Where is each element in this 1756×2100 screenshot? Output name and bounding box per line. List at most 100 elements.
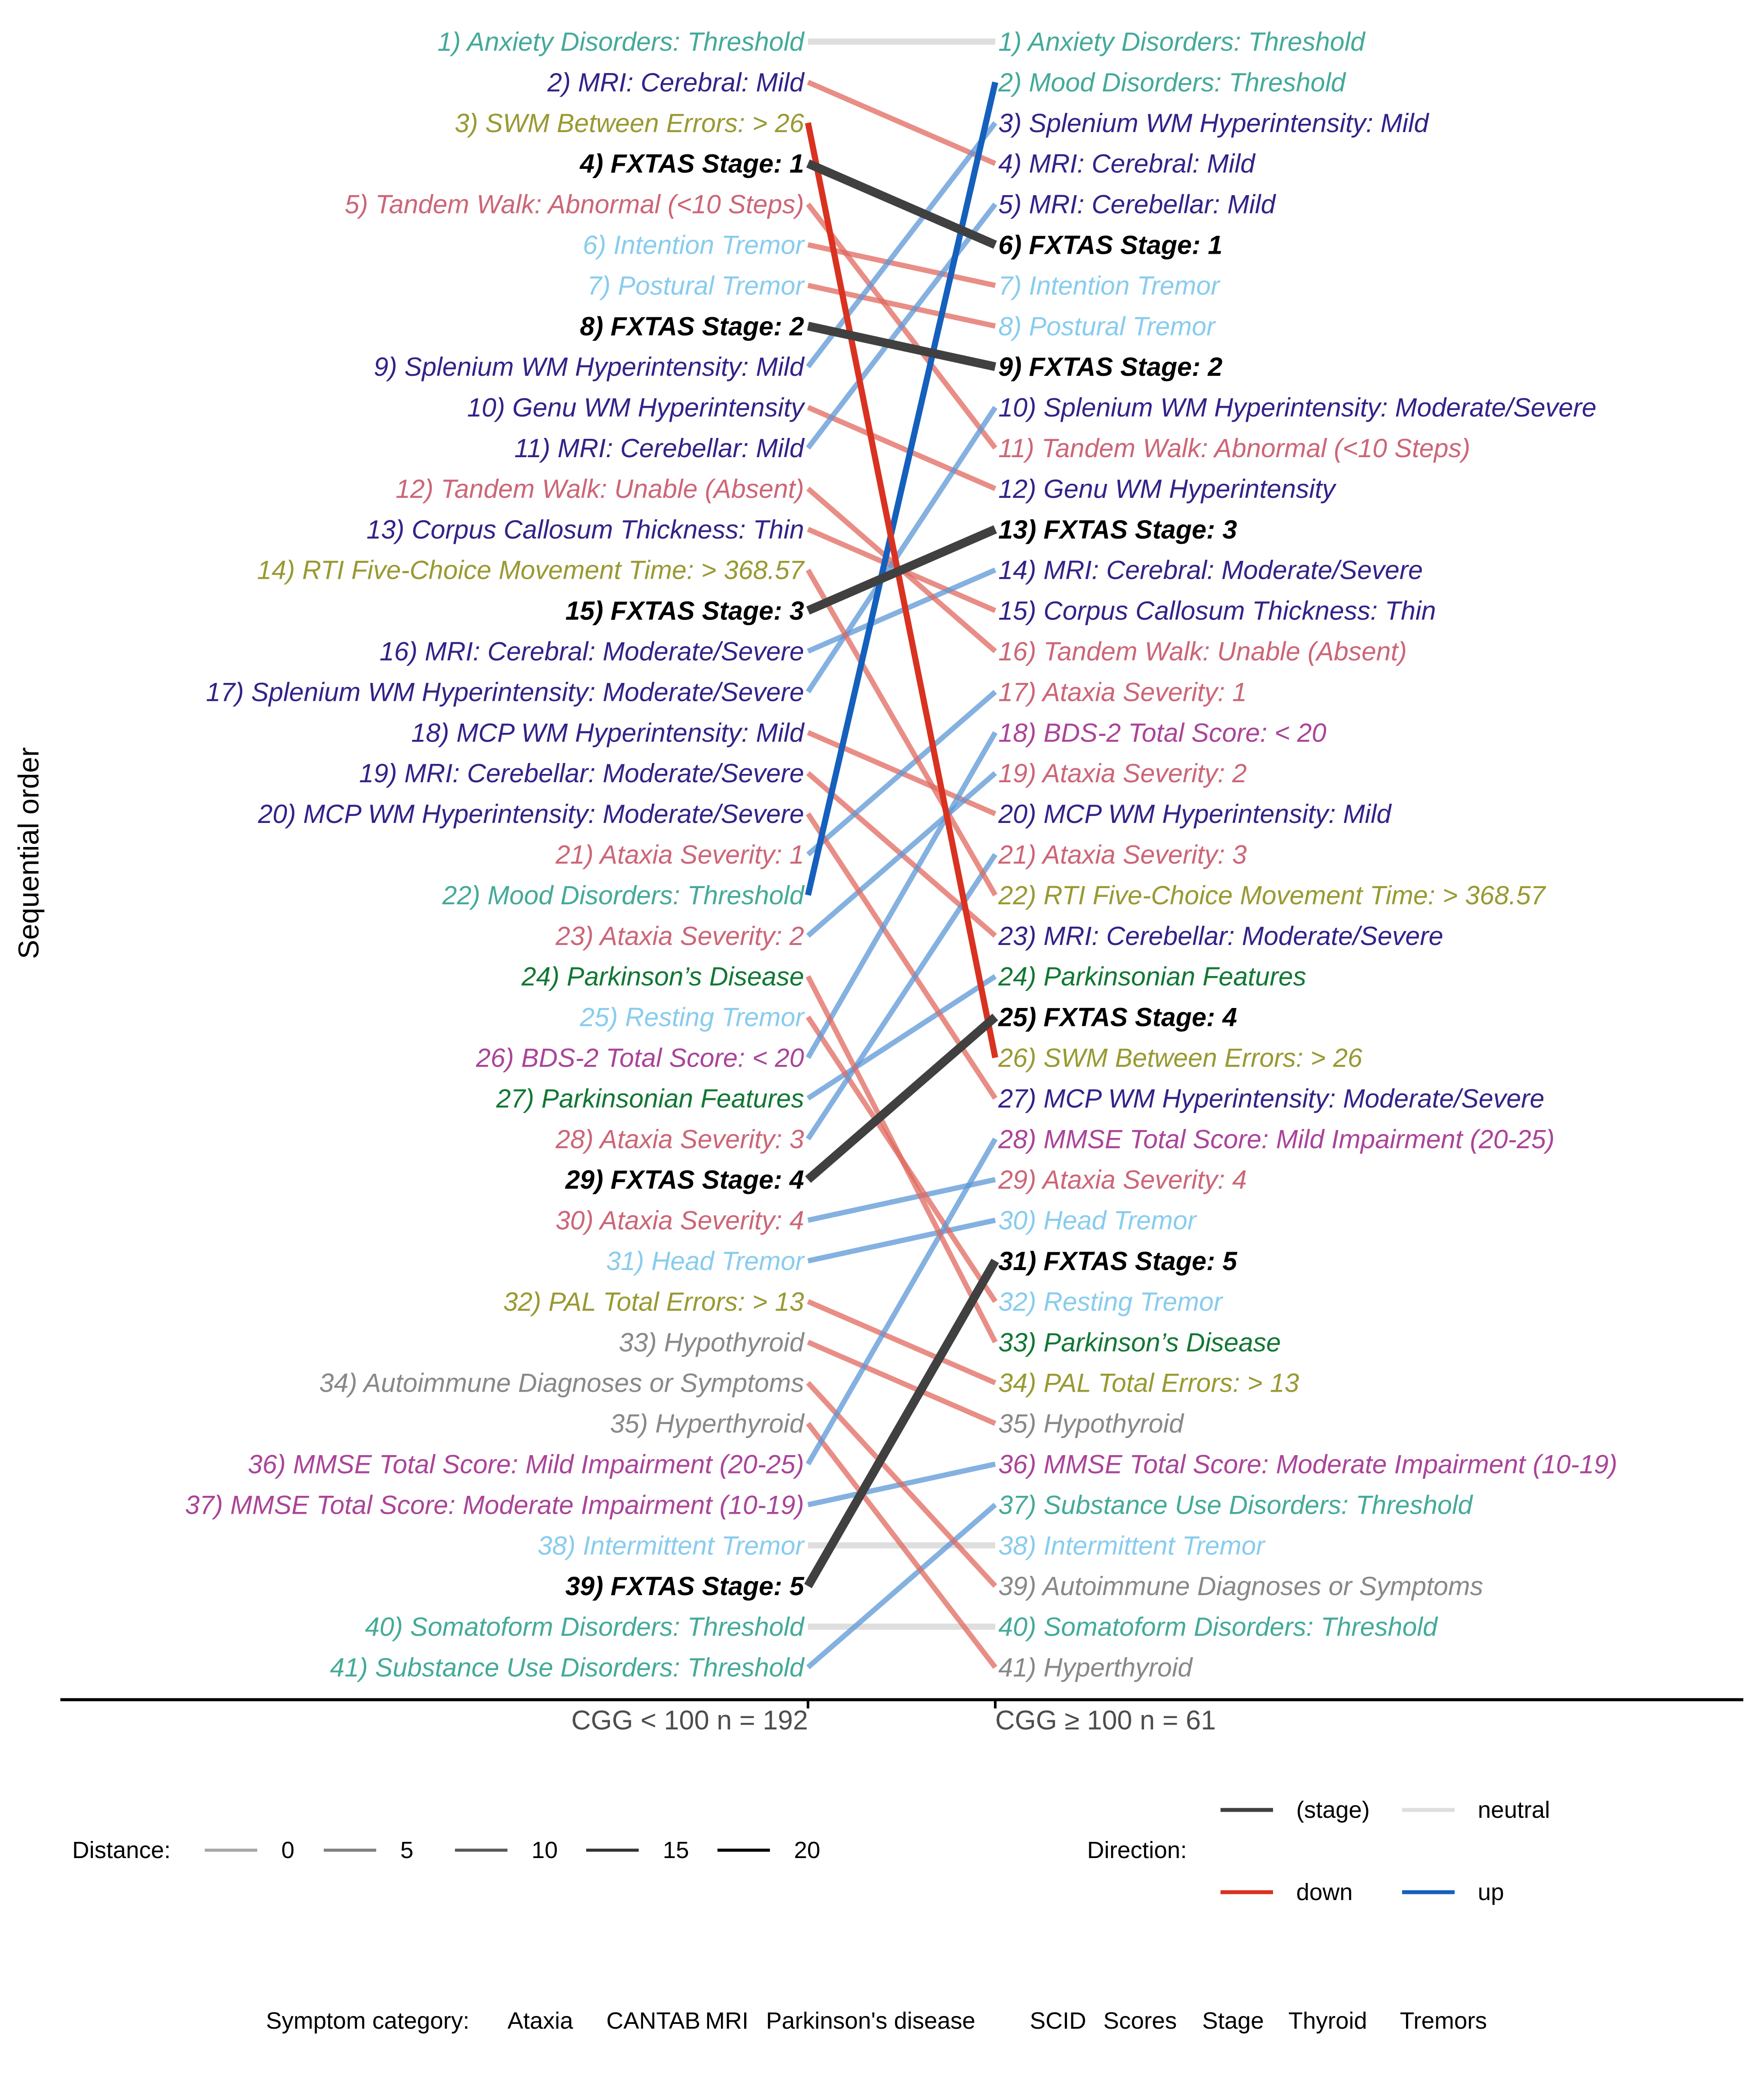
segment-10-to-12 <box>807 405 997 491</box>
right-label-4: 4) MRI: Cerebral: Mild <box>998 149 1256 178</box>
right-label-37: 37) Substance Use Disorders: Threshold <box>998 1490 1473 1519</box>
right-label-41: 41) Hyperthyroid <box>998 1653 1193 1682</box>
legend-distance: Distance: 0 5 10 15 20 <box>72 1837 820 1863</box>
left-label-38: 38) Intermittent Tremor <box>538 1531 805 1560</box>
right-label-5: 5) MRI: Cerebellar: Mild <box>998 190 1276 219</box>
segment-32-to-34 <box>807 1299 997 1386</box>
segment-30-to-29 <box>807 1177 996 1223</box>
right-label-36: 36) MMSE Total Score: Moderate Impairmen… <box>998 1450 1617 1479</box>
right-label-9: 9) FXTAS Stage: 2 <box>998 352 1222 382</box>
segment-20-to-27 <box>805 812 998 1100</box>
segment-26-to-18 <box>805 731 998 1059</box>
right-label-7: 7) Intention Tremor <box>998 271 1221 300</box>
left-label-7: 7) Postural Tremor <box>587 271 805 300</box>
left-label-41: 41) Substance Use Disorders: Threshold <box>330 1653 805 1682</box>
left-label-28: 28) Ataxia Severity: 3 <box>555 1124 804 1154</box>
segment-41-to-37 <box>806 1502 997 1670</box>
left-label-4: 4) FXTAS Stage: 1 <box>580 149 804 178</box>
legend-category-stage: Stage <box>1202 2008 1264 2034</box>
segment-21-to-17 <box>806 690 997 857</box>
legend-direction-label-stage: (stage) <box>1296 1797 1370 1823</box>
legend-distance-label-15: 15 <box>663 1837 689 1863</box>
left-label-6: 6) Intention Tremor <box>583 231 805 260</box>
left-label-5: 5) Tandem Walk: Abnormal (<10 Steps) <box>345 190 804 219</box>
segment-7-to-8 <box>807 283 996 329</box>
legend-distance-label-5: 5 <box>400 1837 413 1863</box>
legend-category-thyroid: Thyroid <box>1288 2008 1367 2034</box>
right-label-2: 2) Mood Disorders: Threshold <box>998 68 1346 97</box>
segment-22-to-2 <box>805 81 998 896</box>
left-label-21: 21) Ataxia Severity: 1 <box>555 840 804 869</box>
segment-2-to-4 <box>807 80 997 166</box>
left-label-39: 39) FXTAS Stage: 5 <box>565 1572 805 1601</box>
right-label-1: 1) Anxiety Disorders: Threshold <box>998 27 1366 56</box>
right-label-18: 18) BDS-2 Total Score: < 20 <box>998 718 1326 747</box>
segment-36-to-28 <box>805 1138 998 1466</box>
right-label-34: 34) PAL Total Errors: > 13 <box>998 1368 1299 1398</box>
right-label-26: 26) SWM Between Errors: > 26 <box>998 1043 1363 1073</box>
right-label-27: 27) MCP WM Hyperintensity: Moderate/Seve… <box>998 1084 1544 1113</box>
left-label-8: 8) FXTAS Stage: 2 <box>580 312 804 341</box>
legend-category-cantab: CANTAB <box>606 2008 700 2034</box>
segment-layer <box>804 38 999 1670</box>
right-label-column: 1) Anxiety Disorders: Threshold 2) Mood D… <box>998 27 1617 1682</box>
segment-6-to-7 <box>807 242 996 288</box>
segment-15-to-13 <box>806 525 997 615</box>
segment-35-to-41 <box>806 1421 997 1669</box>
right-label-24: 24) Parkinsonian Features <box>998 962 1306 991</box>
left-label-24: 24) Parkinson’s Disease <box>521 962 804 991</box>
legend-distance-title: Distance: <box>72 1837 171 1863</box>
right-label-32: 32) Resting Tremor <box>998 1287 1223 1316</box>
right-label-17: 17) Ataxia Severity: 1 <box>998 677 1247 707</box>
right-label-29: 29) Ataxia Severity: 4 <box>998 1165 1247 1194</box>
legend-direction-title: Direction: <box>1087 1837 1187 1863</box>
segment-33-to-35 <box>807 1340 997 1426</box>
segment-3-to-26 <box>805 122 998 1058</box>
legend-category-ataxia: Ataxia <box>507 2008 574 2034</box>
right-label-12: 12) Genu WM Hyperintensity <box>998 474 1337 504</box>
right-label-20: 20) MCP WM Hyperintensity: Mild <box>998 799 1392 829</box>
left-label-27: 27) Parkinsonian Features <box>496 1084 804 1113</box>
left-label-32: 32) PAL Total Errors: > 13 <box>503 1287 804 1316</box>
right-label-25: 25) FXTAS Stage: 4 <box>998 1003 1237 1032</box>
left-label-16: 16) MRI: Cerebral: Moderate/Severe <box>380 637 804 666</box>
left-label-20: 20) MCP WM Hyperintensity: Moderate/Seve… <box>258 799 804 829</box>
left-label-19: 19) MRI: Cerebellar: Moderate/Severe <box>359 759 804 788</box>
y-axis-title: Sequential order <box>12 747 45 959</box>
right-label-38: 38) Intermittent Tremor <box>998 1531 1266 1560</box>
right-label-19: 19) Ataxia Severity: 2 <box>998 759 1247 788</box>
left-label-31: 31) Head Tremor <box>606 1246 805 1276</box>
right-label-11: 11) Tandem Walk: Abnormal (<10 Steps) <box>998 434 1470 463</box>
segment-8-to-9 <box>807 322 997 371</box>
left-label-12: 12) Tandem Walk: Unable (Absent) <box>395 474 804 504</box>
left-label-11: 11) MRI: Cerebellar: Mild <box>514 434 805 463</box>
left-label-17: 17) Splenium WM Hyperintensity: Moderate… <box>206 677 804 707</box>
right-label-35: 35) Hypothyroid <box>998 1409 1184 1438</box>
group-label-right: CGG ≥ 100 n = 61 <box>995 1705 1216 1736</box>
right-label-21: 21) Ataxia Severity: 3 <box>998 840 1247 869</box>
legend-direction-label-down_strong: down <box>1296 1879 1353 1905</box>
right-label-3: 3) Splenium WM Hyperintensity: Mild <box>998 108 1429 138</box>
right-label-15: 15) Corpus Callosum Thickness: Thin <box>998 596 1436 626</box>
left-label-10: 10) Genu WM Hyperintensity <box>467 393 806 422</box>
segment-9-to-3 <box>806 121 997 368</box>
left-label-25: 25) Resting Tremor <box>580 1003 805 1032</box>
right-label-22: 22) RTI Five-Choice Movement Time: > 368… <box>998 881 1546 910</box>
right-label-14: 14) MRI: Cerebral: Moderate/Severe <box>998 556 1423 585</box>
left-label-9: 9) Splenium WM Hyperintensity: Mild <box>374 352 805 382</box>
right-label-6: 6) FXTAS Stage: 1 <box>998 231 1222 260</box>
left-label-18: 18) MCP WM Hyperintensity: Mild <box>411 718 805 747</box>
segment-16-to-14 <box>807 567 997 654</box>
right-label-31: 31) FXTAS Stage: 5 <box>998 1246 1238 1276</box>
legend-category-title: Symptom category: <box>266 2008 469 2034</box>
left-label-37: 37) MMSE Total Score: Moderate Impairmen… <box>185 1490 804 1519</box>
segment-27-to-24 <box>806 974 997 1101</box>
segment-34-to-39 <box>806 1381 997 1588</box>
segment-39-to-31 <box>804 1259 999 1589</box>
right-label-33: 33) Parkinson’s Disease <box>998 1328 1281 1357</box>
legend-category-tremors: Tremors <box>1400 2008 1487 2034</box>
legend-direction-label-up_strong: up <box>1478 1879 1504 1905</box>
legend-category-parkinson-s-disease: Parkinson's disease <box>766 2008 976 2034</box>
segment-14-to-22 <box>805 568 998 896</box>
